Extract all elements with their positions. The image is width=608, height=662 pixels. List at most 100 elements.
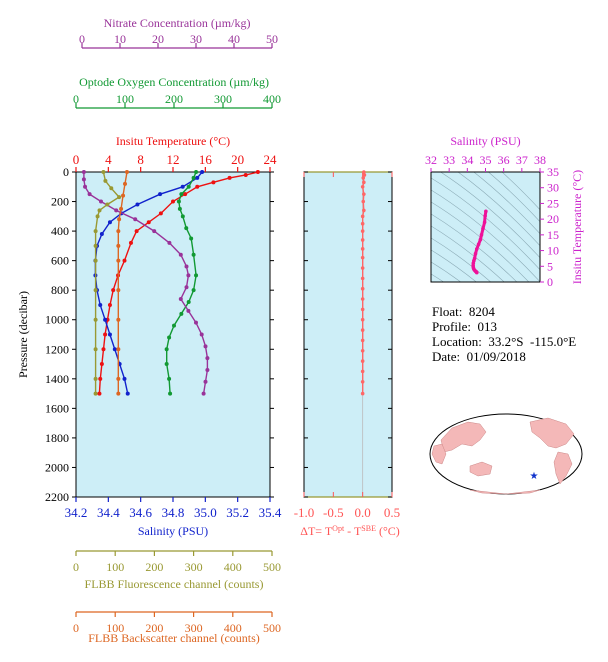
pressure-tick-label: 0 <box>63 165 69 179</box>
nitrate-profile-point <box>186 308 191 313</box>
fluorescence-profile-point <box>93 243 98 248</box>
delta-t-point <box>360 297 365 301</box>
ts-point <box>479 233 484 237</box>
temperature-profile-point <box>146 220 151 225</box>
delta-t-point <box>360 276 365 281</box>
nitrate-profile-point <box>167 240 172 245</box>
backscatter-profile-point <box>121 193 126 198</box>
salinity-profile-point <box>107 332 112 337</box>
delta-t-point <box>360 266 365 270</box>
temperature-profile-point <box>183 192 188 197</box>
salinity-profile-point <box>112 347 117 352</box>
ts-density-contour <box>431 225 505 282</box>
delta-t-label-text: (°C) <box>376 524 400 538</box>
delta-t-point <box>362 173 367 177</box>
ts-x-tick-label: 32 <box>425 153 437 167</box>
ts-x-tick-label: 34 <box>461 153 473 167</box>
ts-point <box>476 242 481 247</box>
fluorescence-profile-point <box>109 186 114 191</box>
oxygen-profile-point <box>184 226 189 231</box>
salinity-profile-point <box>98 302 103 307</box>
oxygen-profile-point <box>180 214 185 219</box>
nitrate-profile-point <box>201 391 206 396</box>
oxygen-profile-point <box>194 273 199 278</box>
oxygen-profile-point <box>172 323 176 328</box>
main-profile-panel: 0200400600800100012001400160018002000220… <box>16 16 282 645</box>
float-location-star-icon: ★ <box>530 471 539 482</box>
fluorescence-profile-point <box>93 347 98 352</box>
nitrate-profile-point <box>81 177 86 182</box>
ts-x-tick-label: 36 <box>498 153 510 167</box>
ts-density-contour <box>431 249 477 282</box>
backscatter-tick-label: 0 <box>73 621 79 635</box>
temperature-profile-point <box>158 211 163 216</box>
salinity-profile-point <box>180 184 185 189</box>
backscatter-tick-label: 500 <box>263 621 281 635</box>
fluorescence-profile-point <box>117 195 122 200</box>
oxygen-profile-point <box>167 376 172 381</box>
nitrate-profile-point <box>205 356 210 361</box>
ts-point <box>473 251 478 256</box>
salinity-profile-point <box>135 202 140 207</box>
oxygen-profile-point <box>191 252 196 257</box>
fluorescence-tick-label: 400 <box>224 560 242 574</box>
fluorescence-tick-label: 500 <box>263 560 281 574</box>
fluorescence-profile-point <box>93 376 98 381</box>
oxygen-profile-point <box>191 175 196 180</box>
salinity-axis-label: Salinity (PSU) <box>138 524 208 538</box>
ts-point <box>482 220 487 225</box>
pressure-tick-label: 1800 <box>45 431 69 445</box>
delta-t-point <box>361 176 366 180</box>
ts-density-contour <box>457 172 540 247</box>
temperature-profile-point <box>97 391 102 396</box>
profile-label: Profile: <box>432 319 471 334</box>
delta-t-point <box>360 184 365 189</box>
nitrate-profile-point <box>186 273 191 278</box>
ts-y-tick-label: 15 <box>547 228 559 242</box>
oxygen-tick-label: 300 <box>214 92 232 106</box>
ts-density-contour <box>431 261 462 282</box>
date-line: Date: 01/09/2018 <box>432 349 576 364</box>
ts-density-contour <box>431 189 540 282</box>
temperature-profile-point <box>255 170 260 174</box>
nitrate-profile-point <box>199 332 204 337</box>
fluorescence-profile-point <box>103 178 108 183</box>
delta-t-label-text: ΔT= T <box>300 524 333 538</box>
delta-t-point <box>362 170 366 174</box>
nitrate-tick-label: 20 <box>152 32 164 46</box>
ts-density-contour <box>431 273 445 282</box>
temperature-tick-label: 4 <box>105 152 112 167</box>
nitrate-profile-point <box>87 192 92 197</box>
nitrate-tick-label: 10 <box>114 32 126 46</box>
oxygen-tick-label: 0 <box>73 92 79 106</box>
nitrate-profile-point <box>194 320 198 325</box>
location-value: 33.2°S -115.0°E <box>488 334 577 349</box>
delta-t-label-superscript: SBE <box>361 524 376 533</box>
pressure-tick-label: 1000 <box>45 313 69 327</box>
salinity-profile-point <box>200 170 205 174</box>
nitrate-tick-label: 40 <box>228 32 240 46</box>
delta-t-tick-label: -1.0 <box>294 505 315 520</box>
temperature-profile-point <box>227 175 232 180</box>
ts-y-tick-label: 10 <box>547 244 559 258</box>
fluorescence-profile-point <box>93 229 98 234</box>
ts-point <box>481 226 485 231</box>
ts-point <box>474 270 479 275</box>
temperature-tick-label: 0 <box>73 152 80 167</box>
ts-x-axis-label: Salinity (PSU) <box>450 134 520 148</box>
delta-t-point <box>362 192 366 196</box>
nitrate-profile-point <box>152 229 157 234</box>
location-label: Location: <box>432 334 482 349</box>
nitrate-tick-label: 30 <box>190 32 202 46</box>
delta-t-point <box>360 214 365 219</box>
nitrate-profile-point <box>178 252 183 257</box>
ts-density-contour <box>431 213 518 282</box>
ts-x-tick-label: 38 <box>534 153 546 167</box>
salinity-tick-label: 34.6 <box>129 505 152 520</box>
salinity-tick-label: 35.0 <box>194 505 217 520</box>
salinity-tick-label: 34.8 <box>162 505 185 520</box>
delta-t-point <box>360 338 365 343</box>
backscatter-tick-label: 400 <box>224 621 242 635</box>
